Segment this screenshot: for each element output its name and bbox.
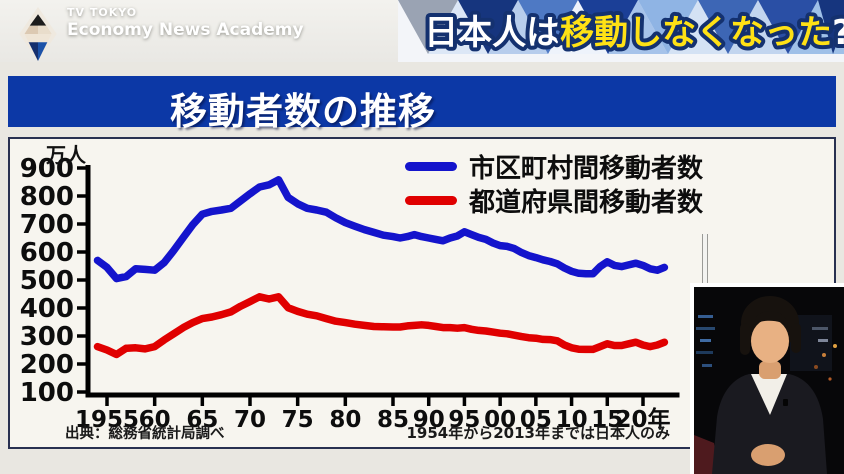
svg-text:1955: 1955 — [75, 407, 139, 433]
svg-text:95: 95 — [448, 407, 480, 433]
banner-left: TV TOKYO Economy News Academy — [0, 0, 400, 62]
svg-text:15: 15 — [591, 407, 623, 433]
top-banner: TV TOKYO Economy News Academy — [0, 0, 844, 62]
tv-tokyo-logo-icon — [19, 7, 57, 61]
svg-text:800: 800 — [20, 182, 74, 212]
headline-part-yellow: 移動しなくなった — [560, 13, 832, 53]
legend-swatch-blue — [405, 161, 457, 171]
chart-title: 移動者数の推移 — [170, 90, 436, 133]
svg-text:400: 400 — [20, 294, 74, 324]
svg-text:00: 00 — [484, 407, 516, 433]
headline-text: 日本人は移動しなくなった? — [424, 13, 844, 53]
commentator-video — [690, 283, 844, 474]
headline-question-mark: ? — [832, 13, 844, 53]
legend-label-prefectural: 都道府県間移動者数 — [469, 187, 704, 218]
chart-legend: 市区町村間移動者数 都道府県間移動者数 — [405, 149, 704, 218]
svg-text:20年: 20年 — [615, 406, 670, 433]
station-name: TV TOKYO — [67, 6, 138, 19]
svg-text:70: 70 — [234, 407, 266, 433]
program-name: Economy News Academy — [67, 20, 304, 40]
svg-text:65: 65 — [186, 407, 218, 433]
scope-note: 1954年から2013年までは日本人のみ — [406, 424, 671, 442]
pip-accent-line — [702, 234, 708, 286]
svg-text:90: 90 — [413, 407, 445, 433]
svg-text:500: 500 — [20, 266, 74, 296]
svg-text:200: 200 — [20, 350, 74, 380]
svg-text:10: 10 — [556, 407, 588, 433]
svg-text:60: 60 — [139, 407, 171, 433]
svg-text:05: 05 — [520, 407, 552, 433]
svg-text:85: 85 — [377, 407, 409, 433]
svg-text:80: 80 — [329, 407, 361, 433]
legend-label-municipal: 市区町村間移動者数 — [469, 153, 704, 184]
legend-item-prefectural: 都道府県間移動者数 — [405, 183, 704, 218]
svg-text:75: 75 — [282, 407, 314, 433]
svg-text:900: 900 — [20, 154, 74, 184]
triangle-pattern: 日本人は移動しなくなった? — [398, 0, 844, 62]
legend-item-municipal: 市区町村間移動者数 — [405, 149, 704, 184]
commentator-illustration — [694, 287, 844, 474]
svg-text:600: 600 — [20, 238, 74, 268]
svg-text:700: 700 — [20, 210, 74, 240]
banner-headline-strip: 日本人は移動しなくなった? — [398, 0, 844, 62]
chart-title-bar: 移動者数の推移 — [8, 76, 836, 133]
svg-text:100: 100 — [20, 378, 74, 408]
svg-text:300: 300 — [20, 322, 74, 352]
source-note: 出典：総務省統計局調べ — [65, 426, 225, 442]
y-axis-unit-label: 万人 — [46, 143, 86, 167]
legend-swatch-red — [405, 195, 457, 205]
headline-part-white: 日本人は — [424, 13, 560, 53]
